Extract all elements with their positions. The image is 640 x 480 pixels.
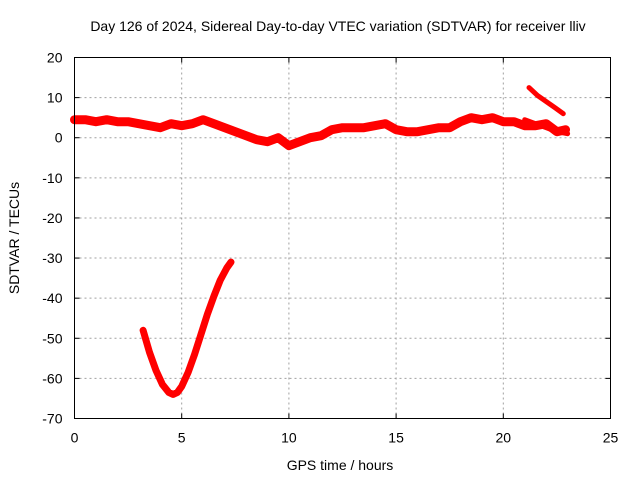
sdtvar-end-branch — [522, 117, 571, 137]
y-tick-label: -60 — [42, 370, 62, 386]
y-tick-labels: -70 -60 -50 -40 -30 -20 -10 0 10 20 — [42, 50, 62, 427]
x-tick-label: 10 — [281, 430, 297, 446]
y-tick-label: 10 — [47, 90, 63, 106]
x-tick-labels: 0 5 10 15 20 25 — [71, 430, 619, 446]
y-tick-label: 20 — [47, 50, 63, 66]
sdtvar-main-band — [70, 113, 570, 151]
x-tick-label: 5 — [178, 430, 186, 446]
grid-lines — [74, 57, 611, 419]
x-tick-label: 25 — [603, 430, 619, 446]
data-series — [70, 85, 571, 398]
y-tick-label: 0 — [55, 130, 63, 146]
chart-title: Day 126 of 2024, Sidereal Day-to-day VTE… — [90, 18, 585, 34]
y-tick-label: -10 — [42, 170, 62, 186]
y-tick-label: -30 — [42, 250, 62, 266]
sdtvar-upper-branch — [526, 85, 566, 117]
y-tick-label: -20 — [42, 210, 62, 226]
x-axis-label: GPS time / hours — [287, 457, 394, 473]
x-tick-label: 15 — [388, 430, 404, 446]
plot-frame — [74, 57, 611, 419]
y-axis-label: SDTVAR / TECUs — [6, 182, 22, 294]
sdtvar-dip — [139, 258, 235, 398]
x-tick-label: 0 — [71, 430, 79, 446]
axis-ticks — [74, 57, 611, 419]
y-tick-label: -70 — [42, 411, 62, 427]
y-tick-label: -50 — [42, 330, 62, 346]
y-tick-label: -40 — [42, 290, 62, 306]
x-tick-label: 20 — [496, 430, 512, 446]
